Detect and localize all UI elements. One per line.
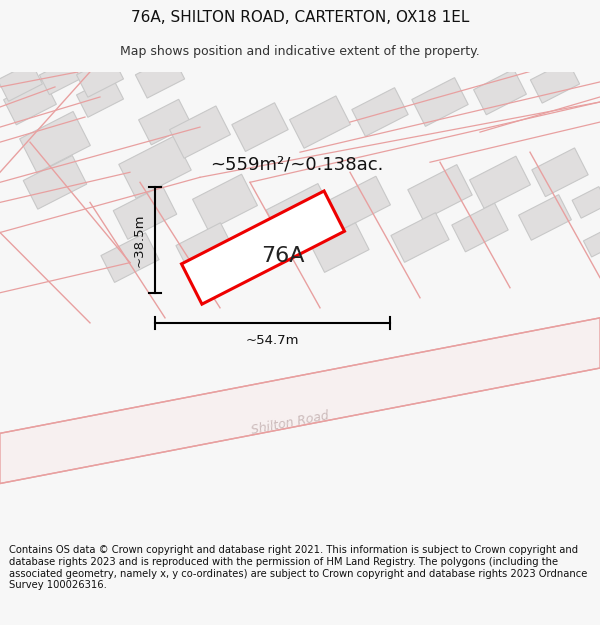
Polygon shape — [232, 102, 288, 151]
Polygon shape — [4, 79, 56, 125]
Polygon shape — [583, 228, 600, 257]
Text: 76A, SHILTON ROAD, CARTERTON, OX18 1EL: 76A, SHILTON ROAD, CARTERTON, OX18 1EL — [131, 11, 469, 26]
Polygon shape — [20, 111, 91, 173]
Polygon shape — [101, 232, 159, 282]
Polygon shape — [352, 88, 408, 136]
Polygon shape — [290, 96, 350, 148]
Text: ~54.7m: ~54.7m — [246, 334, 299, 348]
Polygon shape — [412, 78, 468, 126]
Polygon shape — [136, 56, 185, 98]
Polygon shape — [170, 106, 230, 158]
Text: Shilton Road: Shilton Road — [250, 409, 330, 437]
Polygon shape — [473, 69, 526, 115]
Polygon shape — [266, 184, 334, 241]
Polygon shape — [452, 203, 508, 252]
Polygon shape — [329, 176, 391, 229]
Polygon shape — [176, 222, 234, 272]
Polygon shape — [391, 213, 449, 262]
Polygon shape — [572, 187, 600, 218]
Polygon shape — [311, 222, 369, 272]
Polygon shape — [470, 156, 530, 209]
Polygon shape — [139, 99, 191, 145]
Polygon shape — [0, 62, 43, 101]
Polygon shape — [77, 57, 124, 98]
Text: Contains OS data © Crown copyright and database right 2021. This information is : Contains OS data © Crown copyright and d… — [9, 545, 587, 590]
Polygon shape — [23, 156, 87, 209]
Polygon shape — [193, 174, 257, 231]
Text: ~38.5m: ~38.5m — [133, 213, 146, 267]
Polygon shape — [530, 61, 580, 103]
Polygon shape — [40, 59, 80, 95]
Text: ~559m²/~0.138ac.: ~559m²/~0.138ac. — [210, 155, 383, 173]
Text: 76A: 76A — [261, 246, 305, 266]
Polygon shape — [113, 186, 177, 239]
Polygon shape — [518, 194, 571, 240]
Polygon shape — [532, 148, 588, 197]
Polygon shape — [182, 191, 344, 304]
Polygon shape — [408, 164, 472, 220]
Polygon shape — [0, 318, 600, 484]
Polygon shape — [77, 77, 124, 118]
Text: Map shows position and indicative extent of the property.: Map shows position and indicative extent… — [120, 45, 480, 58]
Polygon shape — [119, 136, 191, 198]
